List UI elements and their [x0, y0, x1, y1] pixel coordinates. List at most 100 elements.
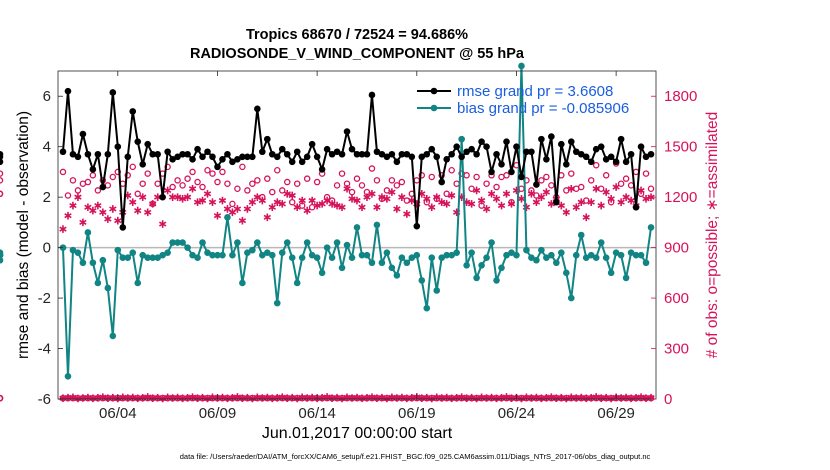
bias-point: [249, 246, 256, 254]
assimilated-obs-marker: [443, 200, 451, 208]
possible-obs-marker: [587, 177, 595, 184]
legend-rmse-label: rmse grand pr = 3.6608: [457, 83, 613, 100]
rmse-point: [159, 193, 166, 201]
rmse-point: [343, 128, 351, 135]
possible-obs-marker: [84, 178, 92, 186]
possible-obs-marker: [0, 170, 4, 177]
possible-obs-marker: [473, 173, 480, 181]
x-axis-label: Jun.01,2017 00:00:00 start: [261, 425, 453, 442]
bias-point: [89, 259, 97, 267]
assimilated-obs-marker: [438, 198, 446, 206]
rmse-point: [582, 153, 590, 161]
y2-tick-label: 300: [664, 341, 689, 358]
possible-obs-marker: [398, 178, 406, 186]
assimilated-obs-marker: [328, 200, 336, 208]
assimilated-obs-marker: [203, 189, 212, 198]
possible-obs-marker: [114, 168, 122, 176]
rmse-point: [503, 138, 510, 145]
possible-obs-marker: [592, 161, 600, 169]
bias-point: [169, 239, 176, 246]
bias-point: [234, 239, 241, 246]
assimilated-obs-marker: [288, 191, 296, 200]
bias-point: [124, 254, 132, 262]
bias-point: [647, 224, 655, 231]
bias-point: [592, 254, 600, 262]
possible-obs-marker: [224, 180, 231, 187]
rmse-point: [134, 138, 142, 145]
rmse-point: [338, 150, 346, 158]
possible-obs-marker: [622, 175, 630, 182]
y-axis-label: rmse and bias (model - observation): [15, 111, 32, 359]
possible-obs-marker: [254, 177, 261, 184]
rmse-point: [268, 150, 276, 158]
bias-point: [348, 254, 356, 262]
assimilated-obs-marker: [597, 201, 605, 210]
rmse-point: [602, 156, 610, 163]
bias-point: [244, 249, 251, 256]
bias-point: [179, 239, 186, 246]
rmse-point: [124, 153, 132, 161]
assimilated-obs-marker: [557, 201, 566, 210]
assimilated-obs-marker: [99, 208, 107, 217]
possible-obs-marker: [244, 187, 251, 194]
bias-point: [617, 251, 625, 259]
rmse-point: [179, 150, 186, 158]
possible-obs-marker: [139, 180, 146, 187]
possible-obs-marker: [64, 192, 72, 199]
tick-layer: 06/04 06/09 06/14 06/19 06/24 06/29 -6 -4 -2 0 2 4 6…: [38, 71, 697, 422]
bias-point: [567, 294, 575, 302]
rmse-point: [114, 143, 122, 150]
rmse-point: [647, 150, 655, 158]
x-tick-label: 06/29: [597, 405, 635, 422]
bias-point: [393, 272, 401, 279]
possible-obs-marker: [229, 200, 236, 208]
rmse-point: [79, 130, 87, 138]
y2-tick-label: 1200: [664, 189, 697, 206]
bias-point: [612, 249, 620, 256]
assimilated-obs-marker: [238, 216, 247, 225]
assimilated-obs-marker: [482, 205, 491, 213]
assimilated-obs-marker: [59, 225, 67, 233]
assimilated-obs-marker: [109, 205, 117, 213]
assimilated-obs-marker: [477, 196, 486, 205]
possible-obs-marker: [124, 172, 132, 179]
bias-point: [597, 239, 605, 246]
bias-point: [343, 241, 351, 249]
rmse-point: [518, 173, 525, 181]
bias-point: [104, 284, 112, 292]
possible-obs-marker: [283, 178, 291, 186]
rmse-point: [224, 150, 231, 158]
possible-obs-marker: [179, 182, 186, 189]
assimilated-obs-marker: [353, 196, 361, 205]
possible-obs-marker: [578, 183, 585, 191]
rmse-point: [229, 158, 236, 166]
y2-tick-label: 900: [664, 240, 689, 257]
assimilated-obs-marker: [343, 184, 351, 193]
assimilated-obs-marker: [313, 201, 321, 210]
rmse-point: [378, 150, 386, 158]
possible-obs-marker: [393, 182, 401, 189]
rmse-point: [383, 153, 391, 161]
rmse-point: [84, 150, 92, 158]
rmse-point: [373, 148, 381, 156]
assimilated-obs-marker: [188, 184, 197, 193]
rmse-point: [204, 148, 211, 156]
bias-point: [453, 249, 460, 256]
possible-obs-marker: [303, 175, 311, 182]
bias-point: [577, 231, 585, 239]
assimilated-obs-marker: [537, 193, 546, 201]
rmse-point: [553, 198, 560, 206]
bias-point: [338, 264, 346, 272]
assimilated-obs-marker: [428, 203, 436, 212]
assimilated-obs-marker: [358, 203, 366, 212]
assimilated-obs-marker: [587, 198, 595, 206]
bias-point: [478, 261, 485, 269]
bias-point: [189, 251, 196, 259]
rmse-point: [398, 150, 406, 158]
possible-obs-marker: [194, 178, 201, 186]
x-tick-label: 06/14: [298, 405, 336, 422]
bias-point: [433, 287, 441, 294]
assimilated-obs-marker: [148, 200, 157, 208]
